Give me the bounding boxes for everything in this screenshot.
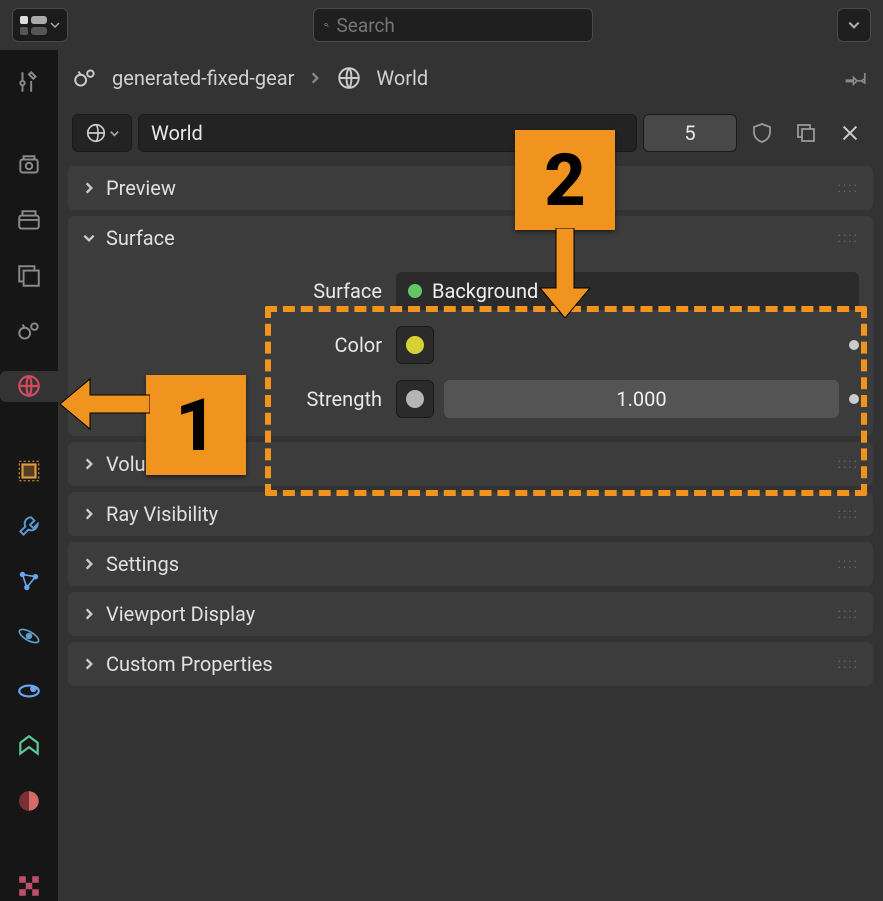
pin-button[interactable]	[845, 66, 869, 90]
callout-2-arrow	[536, 228, 594, 318]
callout-1-arrow	[60, 375, 150, 433]
panel-settings-label: Settings	[106, 552, 179, 576]
tab-output[interactable]	[12, 206, 46, 237]
shield-icon	[750, 121, 774, 145]
callout-2: 2	[515, 130, 615, 230]
panel-custom-label: Custom Properties	[106, 652, 273, 676]
chevron-down-icon	[82, 231, 96, 245]
chevron-right-icon	[308, 71, 322, 85]
tab-scene[interactable]	[12, 316, 46, 347]
strength-input[interactable]: 1.000	[444, 380, 839, 418]
properties-tabs	[0, 50, 58, 901]
panel-viewport-header[interactable]: Viewport Display ::::	[68, 592, 873, 636]
surface-shader-button[interactable]: Background	[396, 272, 859, 310]
search-icon	[324, 14, 329, 36]
surface-shader-value: Background	[432, 279, 538, 303]
datablock-row: World 5	[58, 106, 883, 160]
panel-viewport: Viewport Display ::::	[68, 592, 873, 636]
tab-texture[interactable]	[12, 870, 46, 901]
tab-tool[interactable]	[12, 66, 46, 97]
panel-viewport-label: Viewport Display	[106, 602, 255, 626]
breadcrumb: generated-fixed-gear World	[58, 50, 883, 106]
prop-color: Color	[82, 326, 859, 364]
topbar	[0, 0, 883, 50]
color-label: Color	[82, 333, 382, 357]
panel-surface-header[interactable]: Surface ::::	[68, 216, 873, 260]
panel-settings: Settings ::::	[68, 542, 873, 586]
chevron-down-icon	[109, 128, 120, 139]
tab-particles[interactable]	[12, 565, 46, 596]
chevron-right-icon	[82, 557, 96, 571]
duplicate-icon	[794, 121, 818, 145]
options-dropdown[interactable]	[837, 8, 871, 42]
tab-physics[interactable]	[12, 620, 46, 651]
chevron-right-icon	[82, 507, 96, 521]
world-icon	[336, 65, 362, 91]
fake-user-button[interactable]	[743, 114, 781, 152]
panel-preview-header[interactable]: Preview ::::	[68, 166, 873, 210]
datablock-users[interactable]: 5	[643, 114, 737, 152]
chevron-right-icon	[82, 181, 96, 195]
tab-constraints[interactable]	[12, 675, 46, 706]
breadcrumb-scene[interactable]: generated-fixed-gear	[112, 66, 294, 90]
panel-preview-label: Preview	[106, 176, 176, 200]
tab-world[interactable]	[0, 371, 58, 402]
strength-socket-button[interactable]	[396, 380, 434, 418]
panel-preview: Preview ::::	[68, 166, 873, 210]
close-icon	[839, 122, 861, 144]
callout-1: 1	[146, 375, 246, 475]
chevron-right-icon	[82, 657, 96, 671]
color-socket-button[interactable]	[396, 326, 434, 364]
surface-label: Surface	[82, 279, 382, 303]
chevron-right-icon	[82, 457, 96, 471]
panel-settings-header[interactable]: Settings ::::	[68, 542, 873, 586]
breadcrumb-world[interactable]: World	[376, 66, 428, 90]
socket-icon[interactable]	[849, 340, 859, 350]
tab-viewlayer[interactable]	[12, 261, 46, 292]
drag-grip-icon[interactable]: ::::	[837, 180, 859, 196]
tab-material[interactable]	[12, 786, 46, 817]
chevron-down-icon	[49, 19, 61, 31]
panel-ray-label: Ray Visibility	[106, 502, 218, 526]
world-browse-button[interactable]	[72, 114, 132, 152]
drag-grip-icon[interactable]: ::::	[837, 506, 859, 522]
tab-render[interactable]	[12, 151, 46, 182]
editor-type-switch[interactable]	[12, 8, 68, 42]
panel-surface-label: Surface	[106, 226, 175, 250]
tab-data[interactable]	[12, 730, 46, 761]
new-datablock-button[interactable]	[787, 114, 825, 152]
scene-icon	[72, 65, 98, 91]
properties-main: generated-fixed-gear World World 5	[58, 50, 883, 901]
value-dot-icon	[406, 390, 424, 408]
tab-modifiers[interactable]	[12, 510, 46, 541]
panel-ray-header[interactable]: Ray Visibility ::::	[68, 492, 873, 536]
socket-icon[interactable]	[849, 394, 859, 404]
panel-custom: Custom Properties ::::	[68, 642, 873, 686]
panel-ray: Ray Visibility ::::	[68, 492, 873, 536]
search-input[interactable]	[337, 14, 582, 37]
chevron-right-icon	[82, 607, 96, 621]
color-dot-icon	[406, 336, 424, 354]
drag-grip-icon[interactable]: ::::	[837, 656, 859, 672]
unlink-button[interactable]	[831, 114, 869, 152]
panel-custom-header[interactable]: Custom Properties ::::	[68, 642, 873, 686]
drag-grip-icon[interactable]: ::::	[837, 556, 859, 572]
search-field[interactable]	[313, 8, 593, 42]
world-icon	[85, 122, 107, 144]
drag-grip-icon[interactable]: ::::	[837, 606, 859, 622]
prop-surface: Surface Background	[82, 272, 859, 310]
drag-grip-icon[interactable]: ::::	[837, 230, 859, 246]
drag-grip-icon[interactable]: ::::	[837, 456, 859, 472]
shader-dot-icon	[408, 284, 422, 298]
tab-object[interactable]	[12, 455, 46, 486]
chevron-down-icon	[847, 18, 861, 32]
